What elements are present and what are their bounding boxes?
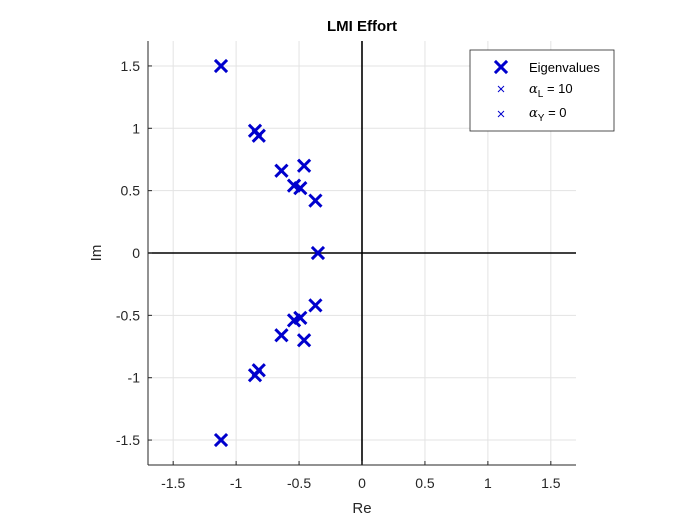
- legend-label-alpha-l: αL = 10: [529, 81, 573, 100]
- eigenvalue-marker: [213, 432, 229, 448]
- y-tick-label: -1: [128, 370, 141, 386]
- y-tick-label: -0.5: [116, 307, 140, 323]
- legend-marker-thin-x: [497, 85, 505, 93]
- alpha-symbol: α: [529, 106, 538, 121]
- y-tick-label: -1.5: [116, 432, 140, 448]
- eigenvalue-marker: [251, 363, 266, 378]
- alpha-y-value: = 0: [544, 105, 566, 120]
- eigenvalue-marker: [308, 193, 323, 208]
- eigenvalue-marker: [296, 333, 312, 348]
- x-tick-label: 1.5: [541, 475, 561, 491]
- legend-entry-alpha-y: αY = 0: [497, 105, 567, 124]
- eigenvalue-marker: [213, 58, 229, 74]
- marker-stroke: [296, 333, 312, 348]
- eigenvalue-marker: [286, 313, 302, 328]
- x-axis-label: Re: [352, 500, 371, 517]
- marker-stroke: [274, 328, 289, 343]
- y-ticks: -1.5 -1 -0.5 0 0.5 1 1.5: [116, 58, 152, 448]
- eigenvalue-marker: [308, 298, 323, 313]
- marker-stroke: [310, 245, 326, 261]
- eigenvalue-marker: [293, 181, 308, 196]
- legend-box: [469, 49, 615, 132]
- x-tick-label: 0.5: [415, 475, 435, 491]
- alpha-symbol: α: [529, 82, 538, 97]
- marker-stroke: [286, 178, 302, 193]
- alpha-subscript-y: Y: [538, 113, 545, 124]
- y-tick-label: 1.5: [121, 58, 141, 74]
- x-ticks: -1.5 -1 -0.5 0 0.5 1 1.5: [161, 461, 561, 491]
- y-tick-label: 0: [132, 245, 140, 261]
- y-tick-label: 1: [132, 120, 140, 136]
- chart-title: LMI Effort: [327, 18, 397, 35]
- marker-stroke: [286, 313, 302, 328]
- origin-axis-lines: [148, 41, 576, 465]
- eigenvalue-marker: [286, 178, 302, 193]
- y-tick-label: 0.5: [121, 183, 141, 199]
- marker-stroke: [296, 158, 312, 173]
- marker-stroke: [213, 432, 229, 448]
- eigenvalue-marker: [296, 158, 312, 173]
- legend-marker-thin-x: [497, 110, 505, 118]
- marker-stroke: [251, 363, 266, 378]
- legend-entry-alpha-l: αL = 10: [497, 81, 573, 100]
- legend-label-eigenvalues: Eigenvalues: [529, 60, 600, 75]
- x-tick-label: -1: [230, 475, 243, 491]
- alpha-subscript-l: L: [538, 89, 544, 100]
- eigenvalue-marker: [274, 163, 289, 178]
- marker-stroke: [293, 310, 308, 325]
- eigenvalue-marker: [274, 328, 289, 343]
- legend-entry-eigenvalues: Eigenvalues: [493, 59, 600, 75]
- x-tick-label: -1.5: [161, 475, 185, 491]
- alpha-l-value: = 10: [543, 81, 572, 96]
- marker-stroke: [293, 181, 308, 196]
- marker-stroke: [251, 128, 266, 143]
- y-axis-label: Im: [88, 245, 105, 262]
- legend: Eigenvalues αL = 10 αY = 0: [469, 49, 615, 132]
- eigenvalue-marker: [310, 245, 326, 261]
- marker-stroke: [308, 298, 323, 313]
- marker-stroke: [274, 163, 289, 178]
- legend-label-alpha-y: αY = 0: [529, 105, 567, 124]
- eigenvalue-marker: [251, 128, 266, 143]
- eigenvalue-marker: [293, 310, 308, 325]
- marker-stroke: [308, 193, 323, 208]
- x-tick-label: -0.5: [287, 475, 311, 491]
- marker-stroke: [213, 58, 229, 74]
- eigenvalue-markers: [213, 58, 326, 448]
- x-tick-label: 1: [484, 475, 492, 491]
- x-tick-label: 0: [358, 475, 366, 491]
- legend-marker-bold-x: [493, 59, 509, 75]
